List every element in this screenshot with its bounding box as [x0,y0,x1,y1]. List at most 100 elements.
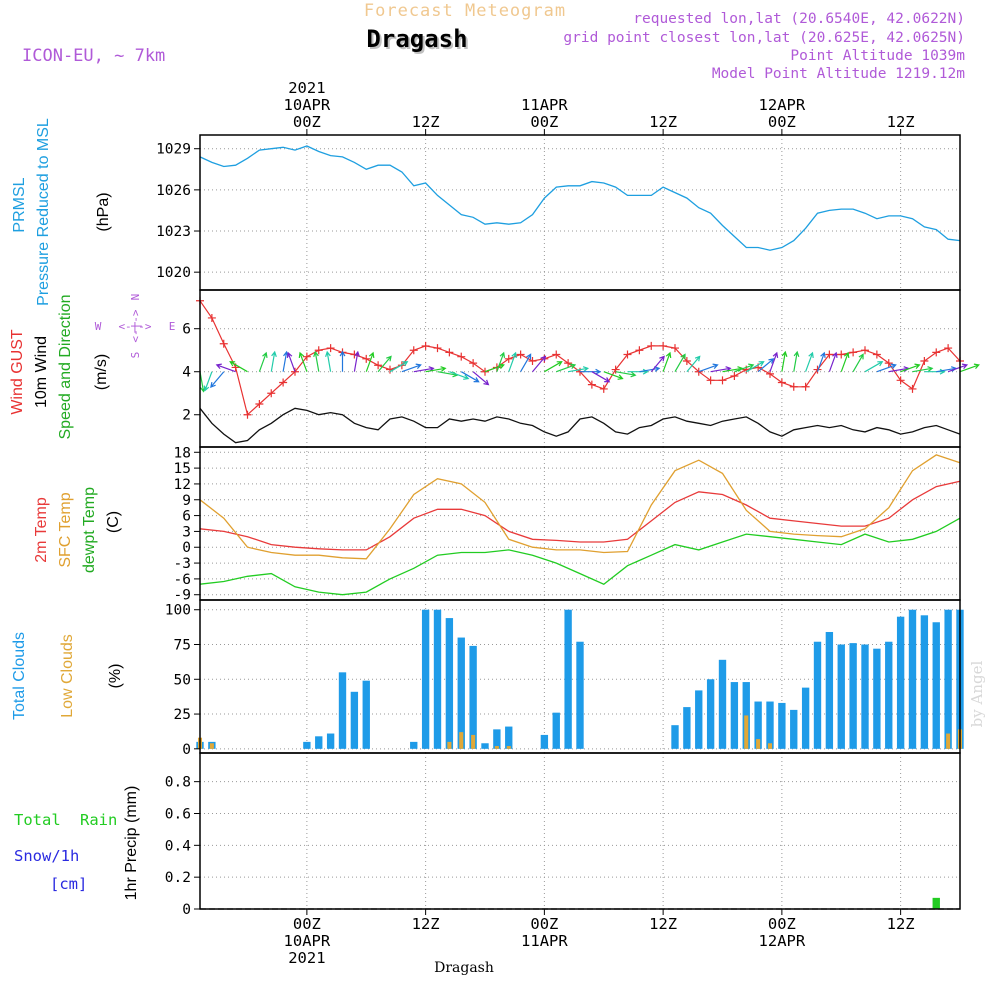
y-tick-label: 0.8 [165,775,191,791]
wind-direction-arrow [947,363,969,373]
gust-marker [528,356,537,365]
wind-direction-arrow [313,350,320,372]
wind-direction-arrow [508,351,517,372]
watermark: by Angel [968,660,986,727]
location-title: Dragash [366,25,467,53]
total-clouds-bar [564,609,572,749]
low-clouds-bar [744,715,749,749]
total-clouds-bar [481,743,489,749]
y-tick-label: 12 [174,477,191,493]
gust-marker [789,382,798,391]
total-clouds-bar [433,609,442,749]
time-tick-label-bottom: 10APR [284,932,331,950]
time-tick-label-bottom: 12Z [412,915,440,933]
gust-marker [920,356,929,365]
y-tick-label: 100 [165,603,191,619]
wind-direction-arrow [437,371,459,378]
total-clouds-bar [326,733,335,749]
grid-layer [200,135,960,910]
y-tick-label: 15 [174,461,191,477]
gust-marker [219,339,228,348]
y-tick-label: 9 [182,493,191,509]
wind-direction-arrow [781,350,788,372]
gust-marker [409,346,418,355]
wind-direction-arrow [298,351,308,372]
gust-marker [279,378,288,387]
wind-direction-arrow [769,351,779,372]
total-clouds-bar [552,712,560,749]
data-layer [196,145,980,910]
wind-direction-arrow [805,351,814,372]
wind-direction-arrow [270,350,277,372]
wind-label-unit: (m/s) [93,354,110,390]
wind-direction-arrow [449,371,470,380]
gust-marker [374,361,383,370]
gust-marker [659,341,668,350]
wind-direction-arrow [615,371,637,378]
wind-direction-arrow [567,366,590,373]
wind-direction-arrow [686,355,701,373]
wind-direction-arrow [425,366,447,373]
gust-marker [326,344,335,353]
gust-marker [694,367,703,376]
pressure-label-name: Pressure Reduced to MSL [35,118,52,306]
panel-frame-temp [199,446,961,601]
y-tick-label: 0 [182,742,191,758]
total-clouds-bar [505,726,513,749]
wind-direction-arrow [520,353,532,373]
y-tick-label: 1020 [156,265,191,281]
wind-speed-line [199,407,961,444]
compass-s: S [129,352,142,359]
temp-label-sfc: SFC Temp [57,492,74,567]
wind-direction-arrow [876,363,897,373]
total-clouds-bar [540,734,549,749]
total-clouds-bar [825,631,834,749]
total-clouds-bar [873,648,881,749]
gust-marker [516,350,525,359]
wind-direction-arrow [650,355,665,373]
frames-layer [194,129,961,915]
total-clouds-bar [813,641,822,749]
temp-sfc-line [199,454,961,560]
wind-direction-arrow [852,353,864,373]
low-clouds-bar [447,741,452,749]
y-tick-label: 2 [182,408,191,424]
gust-marker [481,367,489,376]
total-clouds-bar [362,680,370,749]
gust-marker [932,348,941,357]
wind-label-10m: 10m Wind [33,336,50,408]
clouds-label-total: Total Clouds [11,632,28,720]
wind-direction-arrow [325,350,332,372]
wind-direction-arrow [912,366,934,373]
wind-direction-arrow [698,363,719,373]
wind-direction-arrow [627,368,649,375]
time-tick-label-bottom: 11APR [521,932,568,950]
gust-marker [730,372,739,381]
compass-e: E [169,320,176,333]
wind-direction-arrow [591,371,611,383]
total-clouds-bar [778,702,786,749]
wind-label-speed-dir: Speed and Direction [57,295,74,440]
total-clouds-bar [410,741,418,749]
y-tick-label: 0.6 [165,806,191,822]
rain-bar [932,897,940,909]
total-clouds-bar [315,736,323,749]
time-tick-label-top: 10APR [284,96,331,114]
y-tick-label: -6 [174,572,191,588]
y-tick-label: 4 [182,365,191,381]
wind-direction-arrow [840,351,850,372]
info-line-3: Point Altitude 1039m [790,48,965,64]
wind-direction-arrow [286,351,296,372]
y-tick-label: 50 [174,672,191,688]
clouds-label-unit: (%) [107,664,124,689]
gust-marker [671,344,679,353]
info-line-4: Model Point Altitude 1219.12m [712,66,965,82]
gust-marker [302,352,311,361]
gust-marker [255,399,264,408]
text-layer: Forecast Meteogram Dragash Dragash ICON-… [9,1,986,976]
wind-direction-arrow [496,351,506,372]
y-tick-label: 6 [182,322,191,338]
wind-direction-arrow [484,363,505,373]
gust-marker [314,346,323,355]
gust-marker [682,356,691,365]
